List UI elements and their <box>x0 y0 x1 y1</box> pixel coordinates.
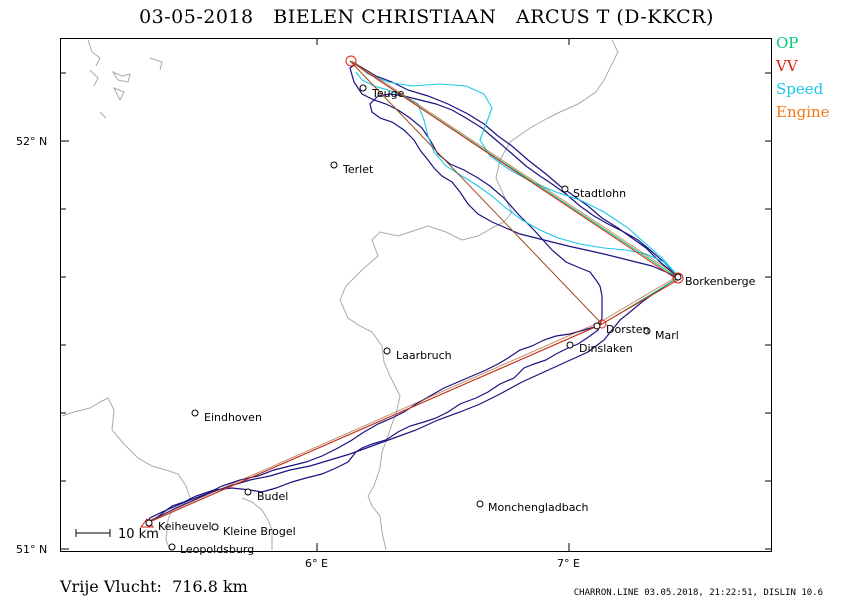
place-dinslaken: Dinslaken <box>579 342 633 355</box>
place-teuge: Teuge <box>371 87 405 100</box>
flight-track <box>146 63 679 524</box>
place-monchengladbach: Monchengladbach <box>488 501 588 514</box>
footer-info: CHARRON.LINE 03.05.2018, 21:22:51, DISLI… <box>573 588 823 598</box>
lon-label-6: 6° E <box>305 557 328 570</box>
lon-label-7: 7° E <box>557 557 580 570</box>
place-stadtlohn: Stadtlohn <box>573 187 626 200</box>
flight-date: 03-05-2018 <box>139 6 254 28</box>
map-title: 03-05-2018 BIELEN CHRISTIAAN ARCUS T (D-… <box>0 6 853 28</box>
legend-engine: Engine <box>776 103 830 121</box>
free-flight-distance: Vrije Vlucht: 716.8 km <box>60 577 248 596</box>
lat-label-51: 51° N <box>16 543 47 556</box>
turnpoint-teuge-marker <box>345 55 357 67</box>
course-legs <box>145 60 679 524</box>
place-eindhoven: Eindhoven <box>204 411 262 424</box>
scale-bar <box>75 529 111 537</box>
pilot-name: BIELEN CHRISTIAAN <box>273 6 497 28</box>
place-kleine-brogel: Kleine Brogel <box>223 525 296 538</box>
place-labels: Teuge Terlet Stadtlohn Borkenberge Dorst… <box>158 87 756 556</box>
place-keiheuvel: Keiheuvel <box>158 520 212 533</box>
place-dorsten: Dorsten <box>606 323 650 336</box>
turnpoint-borkenberge-marker <box>672 272 684 284</box>
right-ticks <box>765 72 771 550</box>
place-terlet: Terlet <box>342 163 374 176</box>
place-borkenberge: Borkenberge <box>685 275 756 288</box>
place-markers <box>145 84 682 551</box>
country-borders <box>61 39 619 551</box>
legend-vv: VV <box>776 57 798 75</box>
lat-label-52: 52° N <box>16 135 47 148</box>
top-ticks <box>316 39 570 45</box>
legend-op: OP <box>776 34 799 52</box>
place-leopoldsburg: Leopoldsburg <box>180 543 254 556</box>
glider-name: ARCUS T (D-KKCR) <box>516 6 714 28</box>
map-border <box>60 38 772 552</box>
place-budel: Budel <box>257 490 288 503</box>
bottom-ticks <box>316 543 570 551</box>
place-marl: Marl <box>655 329 679 342</box>
scale-bar-label: 10 km <box>118 527 159 542</box>
place-laarbruch: Laarbruch <box>396 349 452 362</box>
left-ticks <box>60 72 69 550</box>
legend-speed: Speed <box>776 80 824 98</box>
